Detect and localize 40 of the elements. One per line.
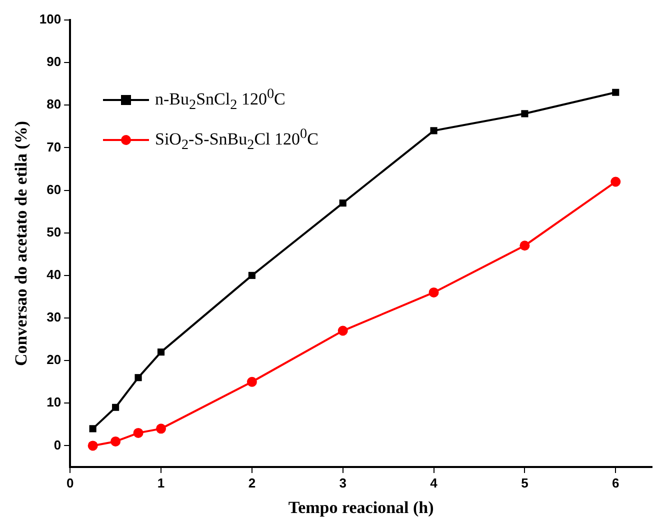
y-tick-label: 50	[46, 224, 62, 240]
point	[612, 88, 620, 96]
point	[112, 404, 120, 411]
point	[133, 428, 144, 438]
y-tick-label: 10	[46, 394, 62, 410]
point	[338, 326, 348, 336]
point	[520, 240, 530, 251]
point	[157, 348, 165, 356]
point	[428, 287, 439, 298]
x-tick-label: 1	[157, 475, 165, 490]
x-tick-label: 2	[248, 475, 256, 490]
point	[89, 425, 96, 432]
x-tick-label: 0	[66, 475, 74, 490]
point	[88, 440, 98, 451]
point	[156, 424, 166, 434]
point	[248, 272, 256, 279]
y-tick-label: 70	[46, 139, 62, 154]
point	[610, 176, 621, 187]
x-tick-label: 5	[521, 475, 528, 490]
x-tick-label: 4	[430, 475, 438, 490]
y-tick-label: 90	[46, 54, 62, 70]
legend-label: n-Bu$_{2}$SnCl$_{2}$ 120$^{0}$C	[155, 86, 286, 114]
y-tick-label: 60	[46, 182, 62, 197]
point	[521, 110, 528, 118]
y-axis-title: Conversao do acetato de etila (%)	[12, 120, 31, 366]
point	[110, 436, 121, 446]
y-tick-label: 0	[54, 437, 62, 452]
point	[134, 374, 142, 382]
point	[430, 127, 438, 134]
y-tick-label: 100	[39, 12, 62, 27]
x-axis-title: Tempo reacional (h)	[288, 498, 434, 518]
y-tick-label: 40	[46, 267, 62, 282]
y-tick-label: 30	[46, 310, 62, 325]
x-tick-label: 6	[612, 475, 620, 490]
point	[339, 200, 346, 207]
y-tick-label: 80	[46, 96, 62, 112]
point	[246, 376, 257, 387]
y-tick-label: 20	[46, 352, 62, 368]
x-tick-label: 3	[339, 475, 346, 490]
legend-label: SiO$_{2}$-S-SnBu$_{2}$Cl 120$^{0}$C	[155, 126, 318, 154]
